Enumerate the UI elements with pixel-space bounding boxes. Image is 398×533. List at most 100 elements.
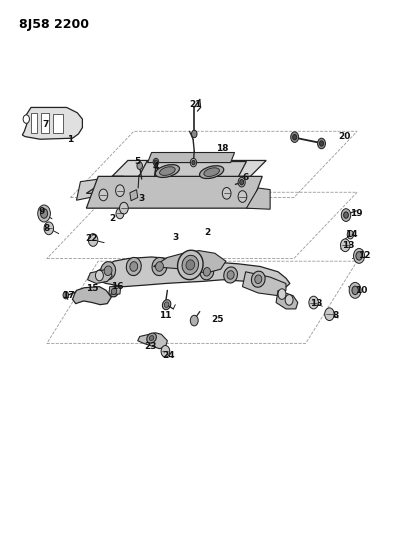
Text: 9: 9: [39, 207, 45, 216]
Text: 23: 23: [144, 342, 157, 351]
Circle shape: [192, 160, 195, 165]
Ellipse shape: [152, 257, 167, 276]
Ellipse shape: [149, 336, 154, 341]
Circle shape: [320, 141, 324, 146]
Ellipse shape: [178, 250, 203, 280]
Circle shape: [353, 248, 365, 263]
Ellipse shape: [162, 300, 171, 310]
Text: 14: 14: [345, 230, 357, 239]
Ellipse shape: [224, 267, 238, 283]
Circle shape: [285, 295, 293, 305]
Circle shape: [309, 296, 318, 309]
Ellipse shape: [147, 333, 156, 343]
Text: 2: 2: [204, 228, 210, 237]
Polygon shape: [72, 287, 111, 305]
Text: 5: 5: [134, 157, 140, 166]
Ellipse shape: [255, 275, 262, 284]
Text: 18: 18: [217, 144, 229, 154]
Text: 25: 25: [212, 315, 224, 324]
Text: 1: 1: [67, 135, 74, 144]
Text: 13: 13: [342, 241, 355, 250]
Circle shape: [153, 158, 159, 166]
Ellipse shape: [182, 255, 199, 274]
Text: 2: 2: [109, 214, 115, 223]
Circle shape: [278, 289, 286, 300]
Ellipse shape: [186, 260, 195, 270]
Text: 6: 6: [242, 173, 249, 182]
Text: 4: 4: [152, 163, 159, 171]
Circle shape: [99, 189, 108, 201]
Ellipse shape: [155, 165, 179, 177]
Ellipse shape: [101, 262, 115, 280]
Text: 24: 24: [162, 351, 174, 360]
Text: 13: 13: [310, 299, 323, 308]
Text: 19: 19: [350, 209, 363, 218]
Ellipse shape: [160, 167, 175, 175]
Polygon shape: [148, 152, 234, 163]
Text: 11: 11: [159, 311, 172, 320]
Polygon shape: [76, 176, 118, 200]
Circle shape: [190, 158, 197, 167]
Circle shape: [88, 233, 98, 246]
Circle shape: [291, 132, 298, 142]
Text: 10: 10: [355, 286, 367, 295]
Polygon shape: [154, 251, 226, 273]
Circle shape: [293, 134, 297, 140]
Circle shape: [343, 212, 348, 218]
Text: 16: 16: [111, 282, 123, 291]
Circle shape: [356, 252, 362, 260]
Circle shape: [38, 205, 51, 222]
Ellipse shape: [252, 271, 265, 287]
Polygon shape: [130, 190, 138, 201]
Text: 8: 8: [332, 311, 338, 320]
Polygon shape: [246, 188, 270, 209]
Circle shape: [238, 177, 245, 187]
Circle shape: [116, 208, 124, 219]
Text: 12: 12: [358, 252, 371, 261]
Ellipse shape: [130, 262, 138, 271]
Circle shape: [349, 282, 361, 298]
Circle shape: [341, 239, 350, 252]
Polygon shape: [112, 160, 266, 176]
Circle shape: [222, 188, 231, 199]
Circle shape: [137, 162, 142, 169]
Ellipse shape: [203, 268, 211, 276]
Polygon shape: [242, 272, 286, 296]
Circle shape: [120, 203, 128, 214]
Polygon shape: [31, 113, 37, 133]
Polygon shape: [276, 290, 298, 309]
Circle shape: [240, 180, 244, 185]
Ellipse shape: [109, 286, 119, 297]
Ellipse shape: [200, 264, 214, 280]
Circle shape: [44, 222, 54, 235]
Polygon shape: [138, 333, 168, 349]
Circle shape: [63, 292, 68, 299]
Ellipse shape: [227, 271, 234, 279]
Circle shape: [41, 209, 48, 218]
Circle shape: [191, 130, 197, 138]
Circle shape: [23, 115, 29, 123]
Ellipse shape: [204, 168, 219, 176]
Text: 17: 17: [62, 291, 75, 300]
Polygon shape: [22, 108, 82, 139]
Text: 15: 15: [86, 284, 99, 293]
Circle shape: [162, 346, 170, 357]
Circle shape: [341, 209, 351, 221]
Ellipse shape: [199, 166, 224, 179]
Ellipse shape: [104, 266, 112, 276]
Circle shape: [161, 345, 170, 357]
Text: 21: 21: [189, 100, 201, 109]
Text: 3: 3: [139, 194, 145, 203]
Polygon shape: [53, 114, 62, 133]
Polygon shape: [109, 287, 121, 294]
Circle shape: [154, 160, 158, 164]
Text: 22: 22: [85, 235, 98, 244]
Circle shape: [115, 185, 124, 197]
Ellipse shape: [156, 262, 164, 271]
Text: 20: 20: [338, 132, 351, 141]
Text: 8J58 2200: 8J58 2200: [19, 18, 89, 31]
Polygon shape: [94, 257, 290, 289]
Circle shape: [238, 191, 247, 203]
Text: 8: 8: [44, 224, 50, 233]
Ellipse shape: [111, 288, 117, 295]
